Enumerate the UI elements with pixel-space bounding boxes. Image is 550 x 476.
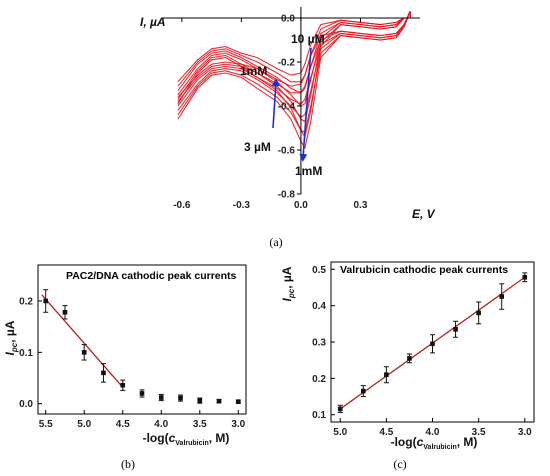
annotation-1mM-down: 1mM: [295, 164, 322, 178]
panel-b: 5.5 5.0 4.5 4.0 3.5 3.0 0.0 0.1 0.2 PAC2/DNA cat…: [3, 264, 247, 471]
panel-a-y-tick-label: 0.0: [281, 14, 295, 25]
panel-b-x-tick-label: 5.0: [77, 419, 91, 430]
panel-c-xlabel-c: c: [417, 435, 424, 449]
panel-b-plot-frame: [37, 264, 247, 415]
panel-c-data-point: [407, 356, 412, 361]
panel-a-x-tick-label: -0.3: [233, 200, 251, 211]
annotation-3uM: 3 µM: [244, 140, 271, 154]
arrow-down-indicator: [299, 47, 312, 162]
panel-b-x-tick-label: 5.5: [39, 419, 53, 430]
panel-b-ylabel-unit: , µA: [3, 320, 17, 343]
panel-c-data-point: [360, 388, 366, 394]
panel-c-data-point: [384, 372, 389, 378]
panel-c-y-tick-label: 0.3: [312, 338, 326, 349]
panel-a-y-tick-label: -0.8: [278, 190, 296, 201]
panel-c-data-point: [337, 406, 343, 412]
panel-b-data-point: [216, 398, 222, 404]
voltammogram-curve: [177, 11, 411, 150]
annotation-1mM-up: 1mM: [240, 64, 267, 78]
panel-b-ylabel-sub: pc: [10, 342, 19, 353]
panel-c-ylabel-main: I: [280, 297, 294, 301]
panel-c-x-tick-label: 4.0: [426, 427, 440, 438]
panel-b-xlabel-c: c: [169, 431, 176, 445]
panel-a-label: (a): [269, 235, 282, 249]
panel-c-data-point: [430, 341, 435, 347]
panel-c: 5.0 4.5 4.0 3.5 3.0 0.1 0.2 0.3 0.4 0.5 Valrubici…: [280, 261, 535, 471]
panel-b-plot: 5.5 5.0 4.5 4.0 3.5 3.0 0.0 0.1 0.2: [19, 264, 247, 430]
panel-b-y-axis-label: Ipc, µA: [3, 320, 19, 355]
panel-c-data-point: [499, 294, 505, 299]
panel-b-data-point: [101, 370, 106, 376]
panel-c-y-tick-label: 0.5: [312, 265, 326, 276]
panel-a-x-tick-label: 0.3: [354, 200, 368, 211]
panel-a-y-tick-label: -0.4: [278, 102, 296, 113]
panel-b-data-point: [158, 395, 164, 400]
panel-c-xlabel-pre: -log(: [391, 435, 417, 449]
panel-c-x-tick-label: 4.5: [379, 427, 393, 438]
panel-b-xlabel-pre: -log(: [143, 431, 169, 445]
panel-c-data-point: [453, 326, 458, 332]
panel-c-title: Valrubicin cathodic peak currents: [340, 264, 508, 276]
panel-c-y-tick-label: 0.2: [312, 374, 326, 385]
panel-b-label: (b): [121, 457, 135, 471]
panel-c-ylabel-sub: pc: [287, 288, 296, 299]
panel-a-x-axis-label: E, V: [412, 207, 436, 221]
panel-b-x-tick-label: 4.0: [154, 419, 168, 430]
panel-b-data-point: [235, 399, 241, 404]
panel-a-y-tick-label: -0.6: [278, 146, 296, 157]
panel-c-label: (c): [393, 457, 406, 471]
panel-b-data-point: [197, 398, 203, 403]
panel-b-data-point: [81, 350, 87, 355]
panel-b-data-point: [120, 382, 126, 388]
panel-b-ylabel-main: I: [3, 351, 17, 355]
panel-a-y-tick-label: -0.2: [278, 58, 296, 69]
panel-b-data-point: [62, 309, 68, 315]
voltammogram-curve: [177, 11, 411, 102]
panel-c-ylabel-unit: , µA: [280, 266, 294, 289]
panel-b-y-tick-label: 0.1: [19, 348, 33, 359]
panel-b-data-point: [43, 298, 49, 304]
panel-c-x-tick-label: 3.5: [472, 427, 486, 438]
panel-a: -0.6 -0.3 0.0 0.30.0-0.2-0.4-0.6-0.8 I, µA …: [140, 7, 436, 249]
panel-b-fit-line: [41, 294, 124, 388]
panel-c-y-axis-label: Ipc, µA: [280, 266, 296, 301]
panel-c-plot: 5.0 4.5 4.0 3.5 3.0 0.1 0.2 0.3 0.4 0.5: [312, 261, 535, 438]
panel-a-axes: -0.6 -0.3 0.0 0.3 0.0 -0.2 -0.4 -0.6 -0.8: [162, 7, 420, 211]
panel-c-xlabel-post: , M): [457, 435, 478, 449]
panel-c-y-tick-label: 0.1: [312, 410, 326, 421]
panel-b-title: PAC2/DNA cathodic peak currents: [66, 270, 237, 282]
panel-b-x-tick-label: 3.0: [231, 419, 245, 430]
panel-c-xlabel-sub: Valrubicin: [423, 444, 456, 451]
arrow-up-indicator: [271, 78, 280, 129]
panel-c-y-tick-label: 0.4: [312, 301, 326, 312]
panel-b-y-tick-label: 0.2: [19, 296, 33, 307]
panel-b-y-tick-label: 0.0: [19, 399, 33, 410]
panel-a-y-axis-label: I, µA: [140, 15, 166, 29]
panel-c-data-point: [522, 274, 528, 280]
panel-b-data-point: [178, 395, 183, 401]
panel-a-x-tick-label: -0.6: [173, 200, 191, 211]
annotation-10uM: 10 µM: [291, 32, 325, 46]
panel-c-x-tick-label: 5.0: [333, 427, 347, 438]
panel-b-data-point: [139, 391, 145, 396]
panel-b-x-axis-label: -log(cValrubicin, M): [143, 431, 230, 447]
panel-b-x-tick-label: 4.5: [116, 419, 130, 430]
panel-a-arrows: [271, 47, 312, 162]
panel-b-xlabel-sub: Valrubicin: [175, 440, 208, 447]
panel-c-data-point: [476, 310, 481, 316]
panel-c-x-tick-label: 3.0: [518, 427, 532, 438]
panel-b-xlabel-post: , M): [209, 431, 230, 445]
panel-b-x-tick-label: 3.5: [193, 419, 207, 430]
panel-a-x-tick-label: 0.0: [294, 200, 308, 211]
panel-c-x-axis-label: -log(cValrubicin, M): [391, 435, 478, 451]
